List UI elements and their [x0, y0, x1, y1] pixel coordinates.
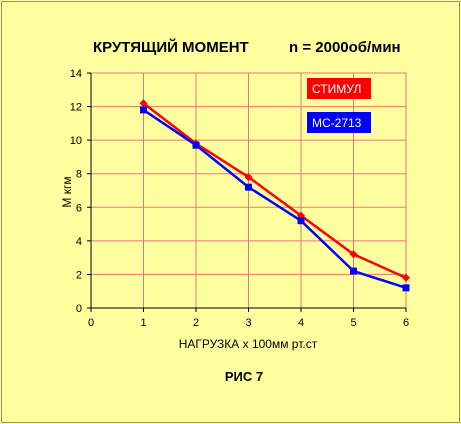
y-tick-label: 12 [70, 102, 82, 114]
data-point [297, 217, 305, 225]
x-tick-label: 6 [403, 317, 409, 329]
chart-title: КРУТЯЩИЙ МОМЕНТ [93, 38, 249, 56]
y-tick-label: 14 [70, 68, 82, 80]
data-point [402, 284, 410, 292]
y-axis-label: М кгм [60, 176, 74, 207]
x-tick-label: 1 [140, 317, 146, 329]
data-point [139, 99, 148, 108]
data-point [244, 173, 253, 182]
data-point [349, 250, 358, 259]
x-tick-label: 4 [298, 317, 304, 329]
x-tick-label: 0 [88, 317, 94, 329]
data-point [350, 267, 357, 275]
data-point [192, 141, 200, 149]
series-line-1 [142, 108, 407, 290]
x-axis-label: НАГРУЗКА x 100мм рт.ст [179, 337, 318, 351]
chart-subtitle: n = 2000об/мин [289, 39, 401, 56]
series [139, 99, 410, 292]
figure-caption: РИС 7 [225, 369, 263, 384]
x-tick-label: 5 [350, 317, 356, 329]
y-tick-label: 6 [76, 202, 82, 214]
y-tick-label: 2 [76, 269, 82, 281]
y-tick-label: 0 [76, 303, 82, 315]
data-point [245, 183, 252, 191]
legend-swatch-stimul [307, 78, 371, 99]
y-tick-label: 8 [76, 169, 82, 181]
data-point [402, 273, 410, 282]
legend: СТИМУЛ МС-2713 [307, 78, 371, 133]
y-tick-label: 4 [76, 236, 82, 248]
x-tick-label: 2 [193, 317, 199, 329]
legend-swatch-ms2713 [307, 112, 371, 133]
x-tick-label: 3 [245, 317, 251, 329]
data-point [140, 106, 147, 114]
legend-label-ms2713: МС-2713 [312, 116, 362, 130]
series-line-0 [142, 102, 407, 279]
y-tick-label: 10 [70, 135, 82, 147]
legend-label-stimul: СТИМУЛ [312, 82, 361, 96]
